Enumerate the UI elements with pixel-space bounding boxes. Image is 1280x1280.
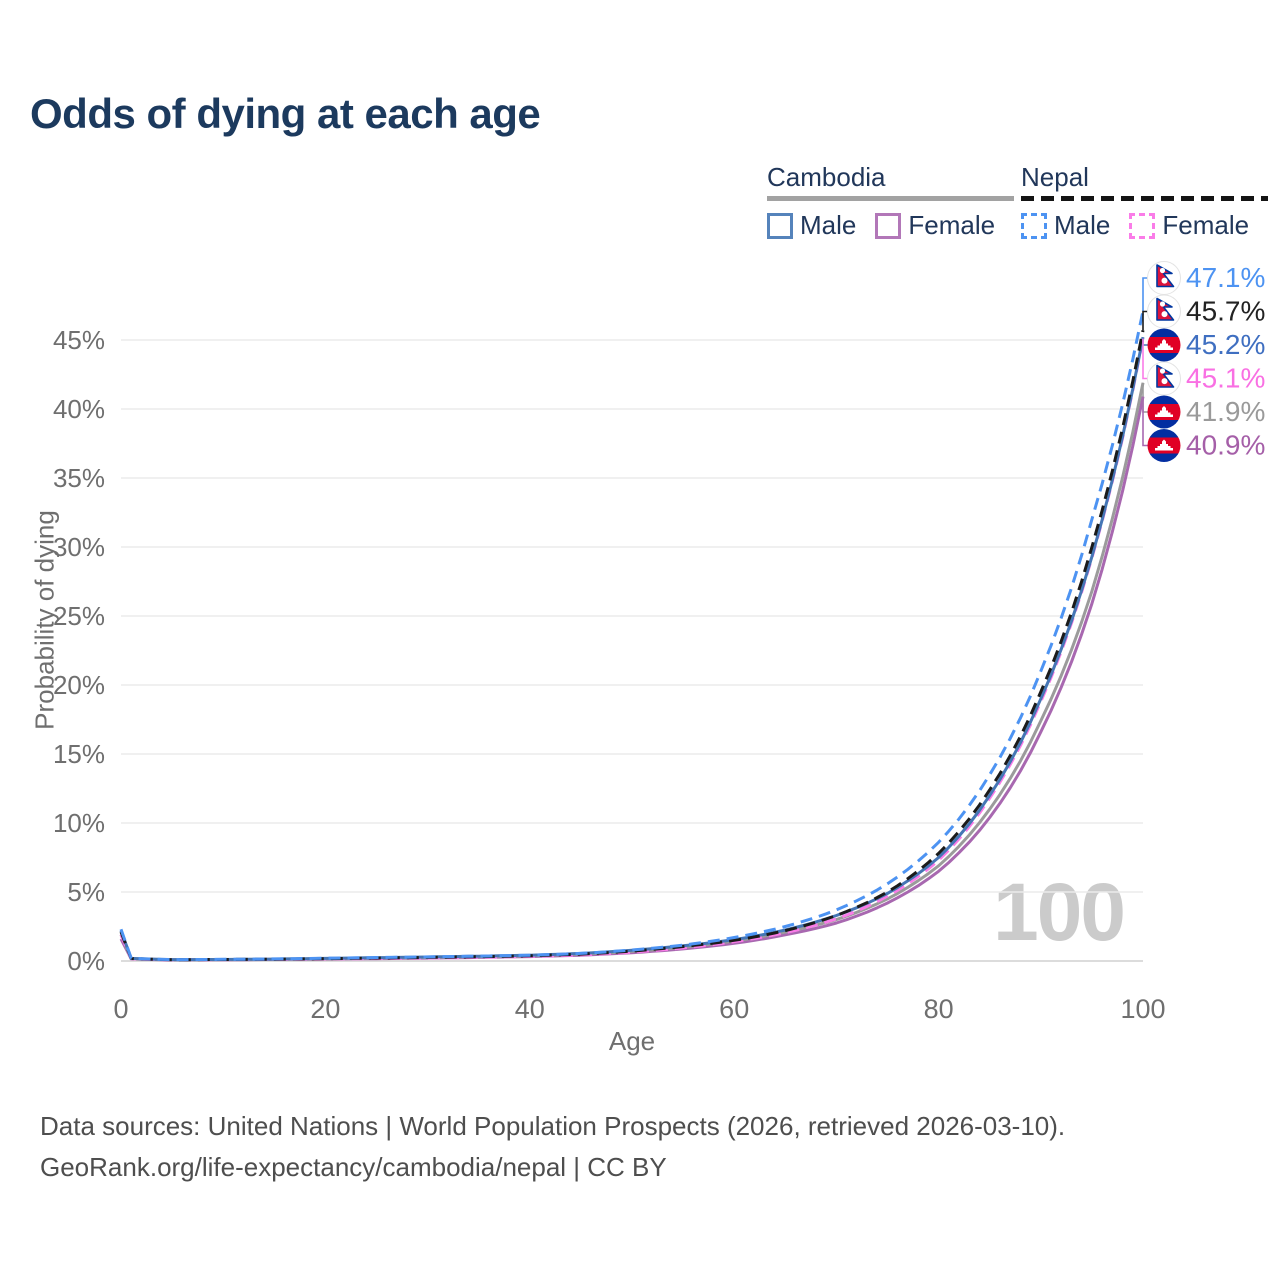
nepal-flag-icon xyxy=(1147,361,1181,396)
y-tick-label-35pct: 35% xyxy=(53,463,105,493)
legend-group-nepal: Nepal Male Female xyxy=(1021,162,1269,241)
nepal-female-swatch-icon xyxy=(1129,212,1156,239)
legend-label-cambodia-female: Female xyxy=(908,210,996,240)
y-tick-label-10pct: 10% xyxy=(53,808,105,838)
end-label-nepal-male: 47.1% xyxy=(1186,262,1265,293)
cambodia-male-swatch-icon xyxy=(767,212,793,239)
leader-line-cambodia-female xyxy=(1142,396,1149,447)
cambodia-flag-icon xyxy=(1147,328,1181,362)
y-tick-label-0pct: 0% xyxy=(67,946,105,976)
legend-row-nepal: Male Female xyxy=(1021,210,1268,241)
cambodia-female-swatch-icon xyxy=(875,212,902,239)
nepal-flag-icon xyxy=(1147,261,1181,295)
legend-item-cambodia-female[interactable]: Female xyxy=(875,210,995,241)
y-tick-label-45pct: 45% xyxy=(53,325,105,355)
legend-label-cambodia-male: Male xyxy=(800,210,857,240)
cambodia-flag-icon xyxy=(1147,395,1181,429)
end-label-nepal-both: 45.7% xyxy=(1186,296,1265,327)
x-tick-label-0: 0 xyxy=(113,994,128,1024)
x-tick-label-20: 20 xyxy=(310,994,340,1024)
nepal-flag-icon xyxy=(1147,294,1181,329)
legend-label-nepal-male: Male xyxy=(1054,210,1111,240)
y-tick-label-30pct: 30% xyxy=(53,532,105,562)
page-title: Odds of dying at each age xyxy=(30,90,541,137)
age-counter-watermark: 100 xyxy=(993,867,1126,958)
legend-item-cambodia-male[interactable]: Male xyxy=(767,210,856,241)
y-axis-title: Probability of dying xyxy=(29,510,60,730)
line-nepal-female[interactable] xyxy=(119,338,1145,962)
y-tick-label-5pct: 5% xyxy=(67,877,105,907)
x-axis-title: Age xyxy=(608,1026,656,1056)
x-tick-label-80: 80 xyxy=(924,994,954,1024)
end-label-cambodia-male: 45.2% xyxy=(1186,329,1265,360)
y-tick-label-40pct: 40% xyxy=(53,394,105,424)
x-tick-label-100: 100 xyxy=(1120,994,1165,1024)
line-nepal-both[interactable] xyxy=(119,330,1145,962)
end-label-nepal-female: 45.1% xyxy=(1186,363,1265,394)
line-nepal-male[interactable] xyxy=(119,310,1145,962)
line-cambodia-female[interactable] xyxy=(119,396,1145,962)
cambodia-flag-icon xyxy=(1147,429,1181,462)
y-tick-label-15pct: 15% xyxy=(53,739,105,769)
legend-group-cambodia: Cambodia Male Female xyxy=(767,162,1015,241)
x-tick-label-60: 60 xyxy=(719,994,749,1024)
legend-item-nepal-female[interactable]: Female xyxy=(1129,210,1249,241)
end-label-cambodia-both: 41.9% xyxy=(1186,396,1265,427)
nepal-line-style-sample xyxy=(1021,196,1269,201)
legend-country-nepal: Nepal xyxy=(1021,162,1089,192)
y-tick-label-20pct: 20% xyxy=(53,670,105,700)
cambodia-line-style-sample xyxy=(767,196,1015,201)
legend-row-cambodia: Male Female xyxy=(767,210,1014,241)
attribution-line: GeoRank.org/life-expectancy/cambodia/nep… xyxy=(40,1152,667,1182)
footer: Data sources: United Nations | World Pop… xyxy=(40,1106,1065,1188)
nepal-male-swatch-icon xyxy=(1021,212,1047,239)
end-label-cambodia-female: 40.9% xyxy=(1186,430,1265,461)
line-cambodia-both[interactable] xyxy=(119,382,1145,962)
line-cambodia-male[interactable] xyxy=(119,336,1145,962)
legend-item-nepal-male[interactable]: Male xyxy=(1021,210,1110,241)
legend-country-cambodia: Cambodia xyxy=(767,162,886,192)
x-tick-label-40: 40 xyxy=(515,994,545,1024)
y-tick-label-25pct: 25% xyxy=(53,601,105,631)
legend-label-nepal-female: Female xyxy=(1162,210,1250,240)
data-sources-line: Data sources: United Nations | World Pop… xyxy=(40,1111,1066,1141)
